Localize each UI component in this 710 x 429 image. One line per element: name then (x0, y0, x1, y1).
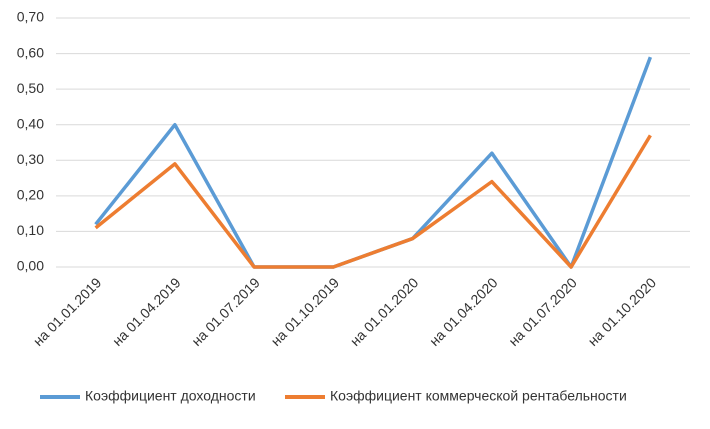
x-tick-label: на 01.01.2019 (30, 274, 105, 349)
legend-label: Коэффициент доходности (85, 388, 256, 404)
y-tick-label: 0,30 (17, 151, 44, 167)
x-tick-label: на 01.01.2020 (347, 274, 422, 349)
y-tick-label: 0,40 (17, 115, 44, 131)
data-line (94, 56, 653, 269)
y-tick-label: 0,00 (17, 258, 44, 274)
x-tick-label: на 01.04.2019 (109, 274, 184, 349)
y-tick-label: 0,60 (17, 44, 44, 60)
y-tick-label: 0,20 (17, 187, 44, 203)
y-tick-label: 0,70 (17, 9, 44, 25)
x-tick-label: на 01.10.2019 (268, 274, 343, 349)
legend-label: Коэффициент коммерческой рентабельности (330, 388, 627, 404)
x-tick-label: на 01.07.2019 (188, 274, 263, 349)
data-line (94, 134, 652, 269)
y-tick-label: 0,50 (17, 80, 44, 96)
x-tick-label: на 01.04.2020 (426, 274, 501, 349)
x-tick-label: на 01.07.2020 (505, 274, 580, 349)
x-tick-label: на 01.10.2020 (585, 274, 660, 349)
y-tick-label: 0,10 (17, 222, 44, 238)
